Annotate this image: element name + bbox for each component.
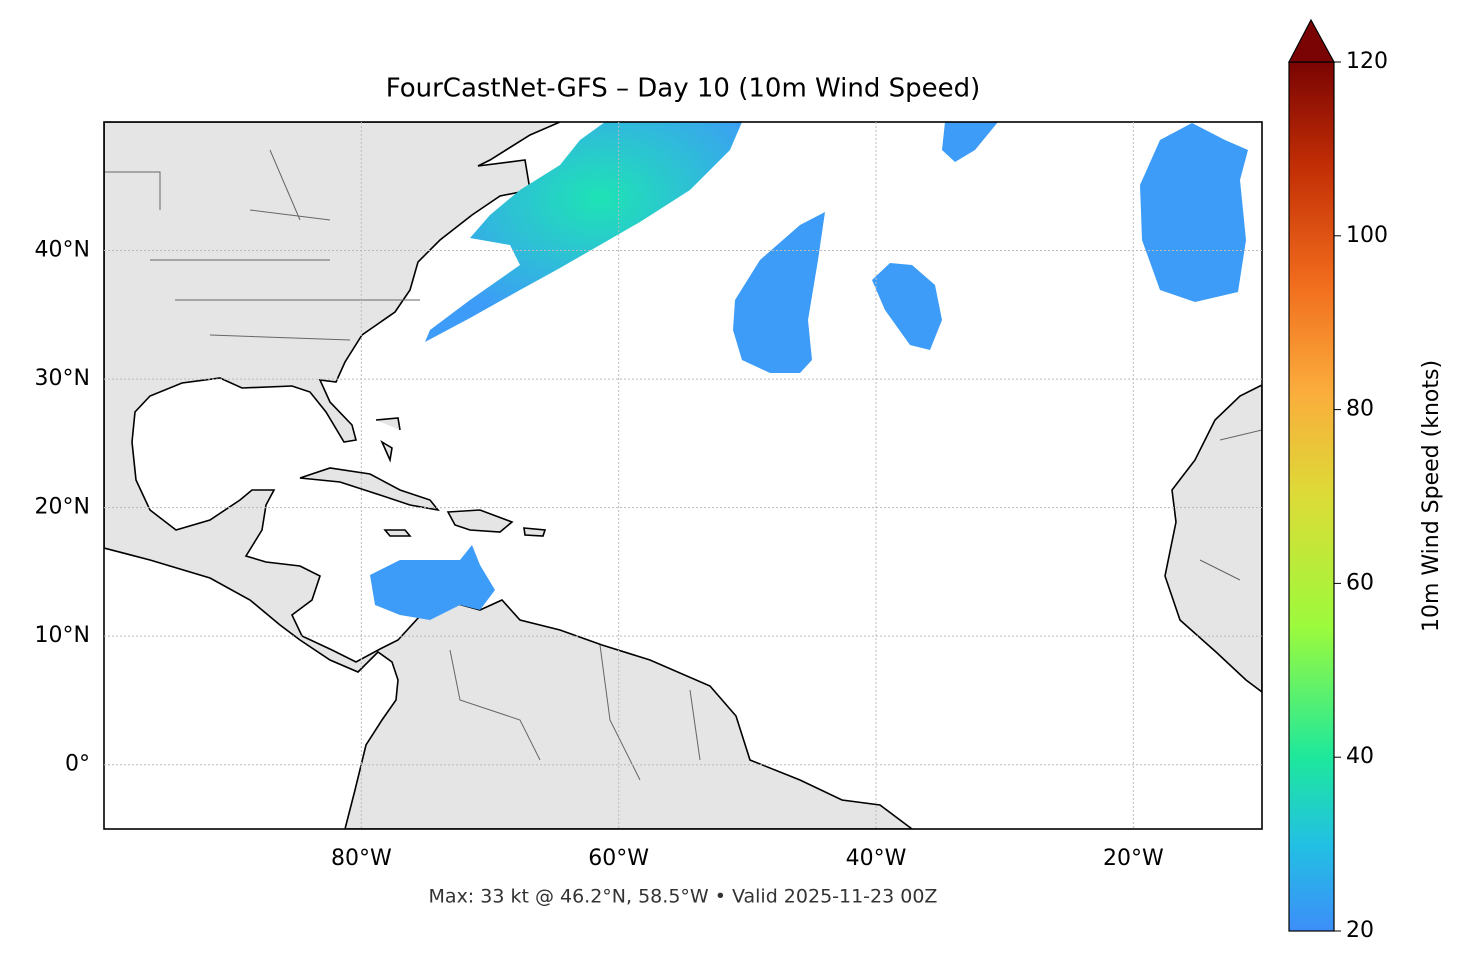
colorbar-label: 10m Wind Speed (knots) <box>1419 360 1444 632</box>
x-tick-label: 60°W <box>588 846 649 871</box>
colorbar-tick-label: 20 <box>1346 918 1374 943</box>
wind-region <box>872 263 942 350</box>
colorbar-tick-label: 120 <box>1346 49 1388 74</box>
wind-region <box>733 212 825 373</box>
hispaniola <box>446 509 514 533</box>
y-tick-label: 20°N <box>35 495 90 520</box>
puerto-rico <box>523 527 547 537</box>
colorbar-tick-label: 40 <box>1346 744 1374 769</box>
colorbar-tick-label: 80 <box>1346 397 1374 422</box>
colorbar-tick-label: 60 <box>1346 570 1374 595</box>
wind-region <box>370 545 495 620</box>
x-tick-label: 20°W <box>1103 846 1164 871</box>
jamaica <box>383 529 412 537</box>
y-tick-label: 10°N <box>35 623 90 648</box>
y-tick-label: 30°N <box>35 366 90 391</box>
wind-region <box>1140 123 1248 302</box>
bahamas <box>375 417 401 463</box>
x-tick-label: 80°W <box>331 846 392 871</box>
borders <box>104 149 1262 781</box>
colorbar-tick-label: 100 <box>1346 223 1388 248</box>
y-tick-label: 40°N <box>35 238 90 263</box>
x-tick-label: 40°W <box>846 846 907 871</box>
wind-region <box>425 122 742 342</box>
note: Max: 33 kt @ 46.2°N, 58.5°W • Valid 2025… <box>429 886 938 908</box>
africa <box>1164 384 1262 693</box>
cuba <box>299 467 440 512</box>
map-area <box>104 122 1262 829</box>
wind-region <box>942 122 998 162</box>
y-tick-label: 0° <box>65 752 90 777</box>
axes-frame <box>103 121 1263 830</box>
colorbar-extend <box>1288 18 1336 63</box>
title: FourCastNet-GFS – Day 10 (10m Wind Speed… <box>386 74 981 104</box>
colorbar <box>1288 61 1335 932</box>
americas <box>104 122 914 829</box>
